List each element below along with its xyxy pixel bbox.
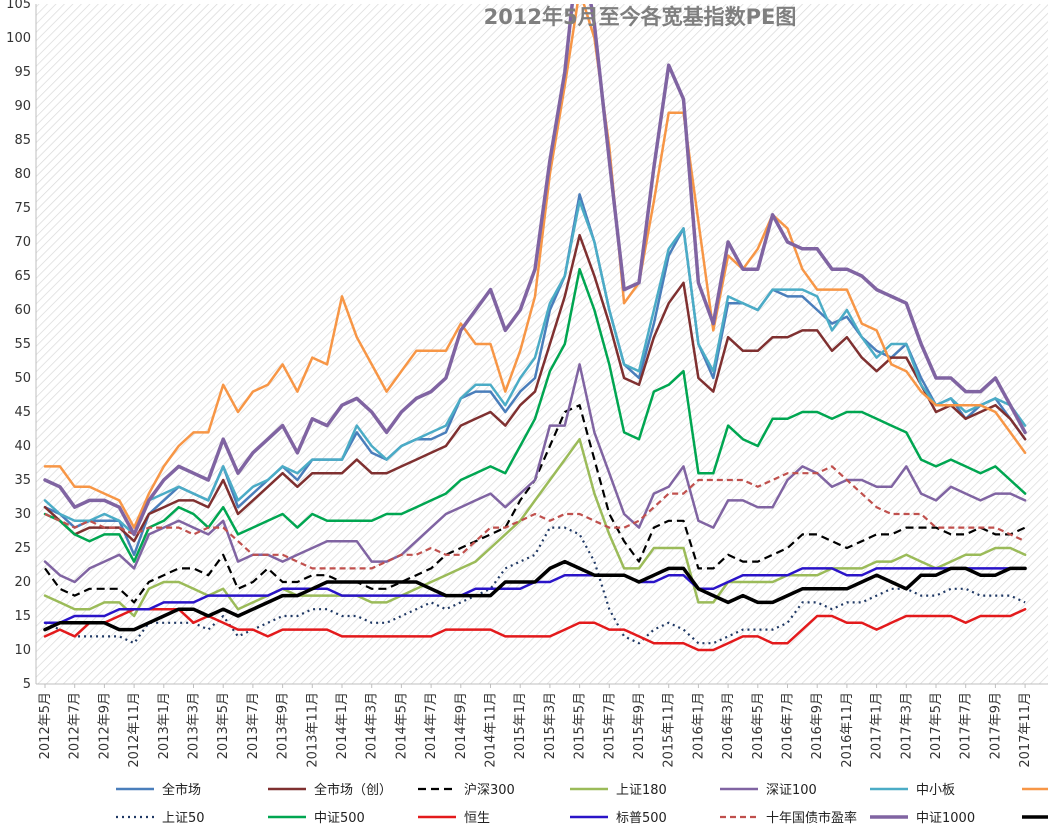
x-tick-label: 2017年7月 [959, 692, 974, 759]
x-tick-label: 2016年1月 [691, 692, 706, 759]
x-tick-label: 2012年7月 [68, 692, 83, 759]
y-tick-label: 105 [6, 0, 31, 12]
y-tick-label: 50 [14, 371, 31, 386]
x-tick-label: 2016年9月 [810, 692, 825, 759]
x-tick-label: 2013年5月 [216, 692, 231, 759]
x-tick-label: 2015年1月 [513, 692, 528, 759]
x-tick-label: 2015年5月 [573, 692, 588, 759]
x-tick-label: 2014年3月 [365, 692, 380, 759]
x-tick-label: 2016年5月 [751, 692, 766, 759]
x-tick-label: 2017年11月 [1018, 692, 1033, 768]
x-tick-label: 2016年11月 [840, 692, 855, 768]
y-tick-label: 5 [23, 677, 31, 692]
y-tick-label: 10 [14, 643, 31, 658]
series-line-4 [43, 363, 1027, 584]
series-line-6 [43, 4, 1027, 529]
y-tick-label: 15 [14, 609, 31, 624]
x-tick-label: 2017年3月 [899, 692, 914, 759]
series-line-5 [43, 199, 1027, 536]
x-tick-label: 2013年11月 [305, 692, 320, 768]
y-tick-label: 100 [6, 31, 31, 46]
y-tick-label: 85 [14, 133, 31, 148]
legend-label: 十年国债市盈率 [766, 810, 857, 825]
x-tick-label: 2016年3月 [721, 692, 736, 759]
series-line-1 [43, 233, 1027, 543]
series-line-11 [44, 465, 1026, 570]
x-tick-label: 2015年3月 [543, 692, 558, 759]
y-tick-label: 60 [14, 303, 31, 318]
y-tick-label: 30 [14, 507, 31, 522]
y-tick-label: 25 [14, 541, 31, 556]
x-tick-label: 2014年11月 [484, 692, 499, 768]
x-tick-label: 2013年1月 [157, 692, 172, 759]
series-line-13 [43, 559, 1027, 632]
legend-label: 标普500 [616, 811, 667, 825]
x-tick-label: 2017年9月 [988, 692, 1003, 759]
y-tick-label: 80 [14, 167, 31, 182]
series-lines [43, 4, 1027, 652]
y-tick-label: 45 [14, 405, 31, 420]
x-tick-label: 2012年11月 [127, 692, 142, 768]
y-tick-label: 65 [14, 269, 31, 284]
chart-title: 2012年5月至今各宽基指数PE图 [484, 5, 797, 29]
x-tick-label: 2017年1月 [870, 692, 885, 759]
legend-label: 中证500 [314, 811, 365, 825]
y-tick-label: 35 [14, 473, 31, 488]
legend-label: 全市场（创） [314, 782, 392, 798]
y-tick-label: 55 [14, 337, 31, 352]
legend-label: 中小板 [916, 783, 955, 798]
x-tick-label: 2015年9月 [632, 692, 647, 759]
x-tick-label: 2013年9月 [276, 692, 291, 759]
legend-label: 上证50 [162, 811, 205, 825]
x-tick-label: 2014年9月 [454, 692, 469, 759]
legend-label: 上证180 [616, 783, 667, 798]
y-tick-label: 95 [14, 65, 31, 80]
legend-label: 沪深300 [464, 782, 515, 798]
x-tick-label: 2014年7月 [424, 692, 439, 759]
legend-label: 深证100 [766, 783, 817, 798]
y-tick-label: 70 [14, 235, 31, 250]
y-axis: 5 10 15 20 25 30 35 40 45 50 55 60 65 70 75 80 85 90 95 100… [6, 0, 37, 692]
x-tick-label: 2014年5月 [394, 692, 409, 759]
legend-label: 全市场 [162, 782, 201, 798]
x-axis: 2012年5月 2012年7月 2012年9月 2012年11月 2013年1月 2013… [36, 683, 1048, 768]
x-tick-label: 2012年9月 [97, 692, 112, 759]
x-tick-label: 2015年11月 [662, 692, 677, 768]
legend-label: 中证1000 [916, 811, 975, 825]
y-tick-label: 75 [14, 201, 31, 216]
x-tick-label: 2017年5月 [929, 692, 944, 759]
y-tick-label: 40 [14, 439, 31, 454]
x-tick-label: 2014年1月 [335, 692, 350, 759]
legend-label: 恒生 [464, 811, 490, 825]
x-tick-label: 2013年7月 [246, 692, 261, 759]
x-tick-label: 2013年3月 [187, 692, 202, 759]
y-tick-label: 90 [14, 99, 31, 114]
x-tick-label: 2016年7月 [781, 692, 796, 759]
series-line-12 [43, 4, 1027, 537]
x-tick-label: 2015年7月 [602, 692, 617, 759]
y-tick-label: 20 [14, 575, 31, 590]
x-tick-label: 2012年5月 [38, 692, 53, 759]
